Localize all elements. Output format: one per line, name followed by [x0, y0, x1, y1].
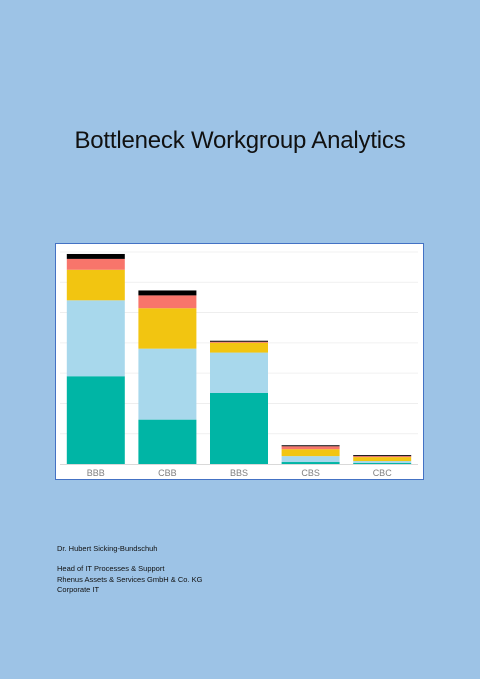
x-tick-label: CBS: [301, 468, 320, 478]
author-role: Head of IT Processes & Support: [57, 564, 165, 573]
bar-segment-cbc-4: [353, 455, 412, 457]
bar-segment-cbb-1: [138, 348, 197, 420]
author-name: Dr. Hubert Sicking-Bundschuh: [57, 544, 158, 553]
bar-segment-cbb-4: [138, 290, 197, 296]
author-department: Corporate IT: [57, 585, 100, 594]
bar-segment-bbb-3: [66, 258, 125, 270]
x-tick-label: BBB: [87, 468, 105, 478]
bar-segment-cbc-1: [353, 461, 412, 464]
bar-segment-cbs-0: [281, 462, 340, 464]
bar-segment-cbc-2: [353, 457, 412, 462]
bar-segment-bbs-4: [210, 340, 268, 342]
bar-segment-bbb-2: [66, 269, 125, 301]
bar-segment-cbs-2: [281, 449, 340, 457]
chart-canvas: BBB CBB BBS CBS CBC: [60, 251, 418, 478]
x-tick-label: CBB: [158, 468, 177, 478]
bar-segment-bbs-2: [210, 342, 268, 353]
document-title: Bottleneck Workgroup Analytics: [74, 127, 406, 154]
bar-segment-cbs-4: [281, 445, 340, 447]
bar-segment-cbb-0: [138, 419, 197, 464]
bar-segment-bbb-1: [66, 300, 125, 377]
bar-segment-cbb-2: [138, 308, 197, 349]
bar-segment-cbc-0: [353, 463, 412, 464]
bar-segment-cbc-3: [353, 456, 412, 458]
author-details: Head of IT Processes & Support Rhenus As…: [57, 564, 202, 596]
stacked-bar-chart: BBB CBB BBS CBS CBC: [55, 243, 424, 480]
bar-segment-cbs-3: [281, 446, 340, 450]
bar-segment-bbb-4: [66, 253, 125, 259]
author-company: Rhenus Assets & Services GmbH & Co. KG: [57, 574, 203, 584]
bar-segment-bbs-1: [210, 352, 268, 394]
bar-segment-bbs-0: [210, 393, 268, 464]
bar-segment-cbs-1: [281, 456, 340, 463]
bar-segment-bbb-0: [66, 376, 125, 464]
bar-segment-cbb-3: [138, 295, 197, 309]
x-tick-label: CBC: [373, 468, 393, 478]
bar-segment-bbs-3: [210, 341, 268, 343]
x-tick-label: BBS: [230, 468, 248, 478]
